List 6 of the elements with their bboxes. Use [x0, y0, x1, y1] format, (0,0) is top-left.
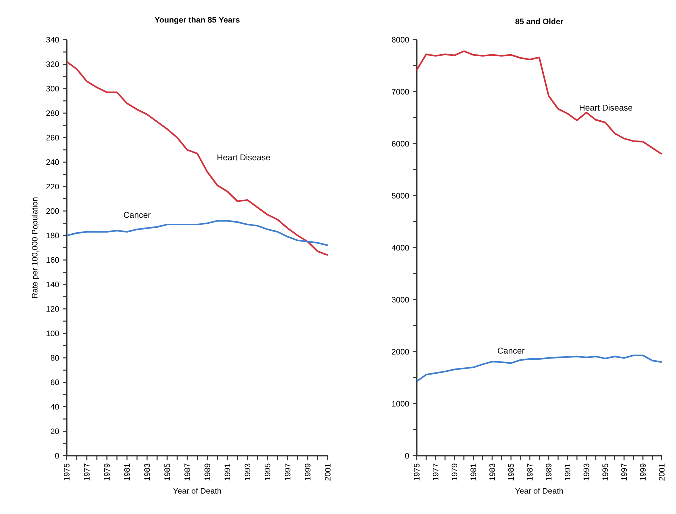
line-series	[66, 61, 329, 256]
series-label: Cancer	[124, 212, 151, 218]
series-label: Heart Disease	[580, 104, 633, 111]
line-series	[416, 50, 663, 156]
series-label: Heart Disease	[218, 154, 270, 161]
series-label: Cancer	[498, 348, 525, 354]
